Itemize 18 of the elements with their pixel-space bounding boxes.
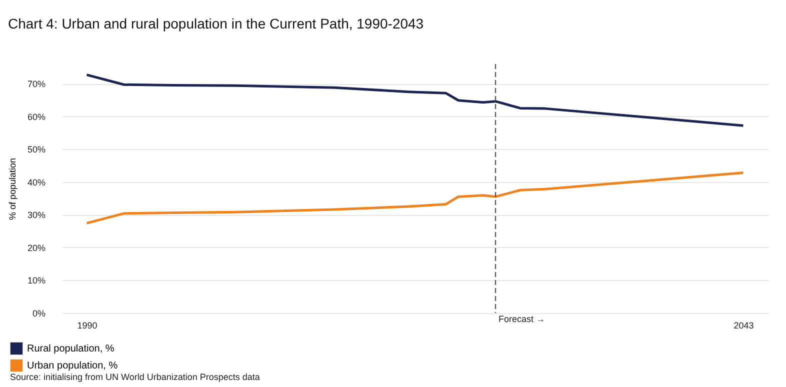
legend-label: Urban population, % bbox=[27, 360, 118, 372]
ref-line-label: Forecast → bbox=[498, 314, 546, 324]
y-tick-label: 40% bbox=[27, 177, 46, 188]
x-tick-label: 2043 bbox=[734, 320, 754, 330]
source-note: Source: initialising from UN World Urbanization Prospects data bbox=[10, 372, 260, 382]
chart-title: Chart 4: Urban and rural population in the Current Path, 1990-2043 bbox=[8, 15, 424, 32]
y-tick-label: 50% bbox=[27, 144, 46, 155]
y-tick-label: 20% bbox=[27, 242, 46, 253]
y-tick-label: 0% bbox=[32, 308, 46, 318]
x-tick-label: 1990 bbox=[77, 320, 98, 330]
legend-label: Rural population, % bbox=[27, 344, 114, 354]
line-series bbox=[86, 74, 744, 127]
y-tick-label: 70% bbox=[27, 79, 46, 90]
y-axis-title: % of population bbox=[7, 158, 18, 220]
y-tick-label: 10% bbox=[27, 276, 46, 286]
y-tick-label: 30% bbox=[27, 210, 46, 220]
y-tick-label: 60% bbox=[27, 112, 46, 122]
line-series bbox=[86, 172, 744, 224]
